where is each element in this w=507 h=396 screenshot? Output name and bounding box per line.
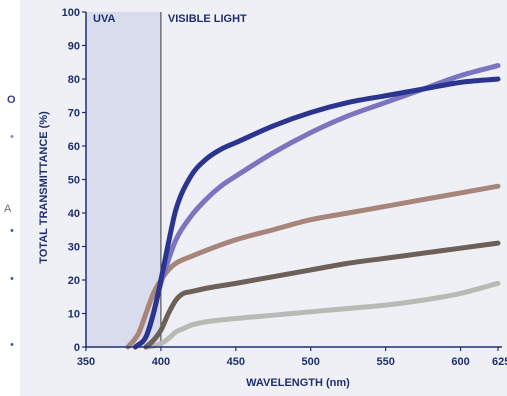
transmittance-curves — [125, 63, 501, 350]
edge-legend-fragment: A — [4, 203, 12, 215]
y-tick-label: 50 — [68, 175, 80, 187]
edge-legend-fragment: • — [10, 131, 14, 143]
y-tick-label: 20 — [68, 275, 80, 287]
x-tick-label: 450 — [227, 356, 245, 368]
uva-band — [86, 12, 161, 347]
y-tick-label: 100 — [62, 7, 80, 19]
y-tick-label: 80 — [68, 74, 80, 86]
y-tick-label: 40 — [68, 208, 80, 220]
y-axis-title: TOTAL TRANSMITTANCE (%) — [38, 111, 50, 264]
y-tick-label: 0 — [74, 342, 80, 354]
edge-legend-fragment: • — [10, 273, 14, 285]
x-axis-title: WAVELENGTH (nm) — [246, 377, 350, 389]
series-3-line — [125, 183, 501, 350]
x-tick-label: 600 — [451, 356, 469, 368]
y-tick-label: 10 — [68, 309, 80, 321]
y-tick-label: 30 — [68, 242, 80, 254]
y-tick-label: 60 — [68, 141, 80, 153]
edge-legend-fragment: • — [10, 225, 14, 237]
y-tick-label: 70 — [68, 108, 80, 120]
series-5-line — [146, 280, 501, 350]
spectral-regions: UVA VISIBLE LIGHT — [86, 12, 247, 347]
series-4-line — [143, 240, 501, 350]
edge-legend-fragment: • — [10, 339, 14, 351]
x-tick-label: 500 — [302, 356, 320, 368]
x-tick-label: 350 — [77, 356, 95, 368]
series-1-line — [132, 76, 501, 350]
uva-label: UVA — [93, 13, 115, 25]
x-tick-label: 400 — [152, 356, 170, 368]
x-tick-label: 625 — [492, 356, 507, 368]
axes: 0 10 20 30 40 50 60 70 80 90 100 350 400 450 500 550 600… — [62, 7, 507, 368]
edge-legend-fragment: O — [7, 94, 16, 106]
left-edge-legend-fragments: O • A • • • — [4, 94, 16, 351]
y-tick-label: 90 — [68, 41, 80, 53]
visible-light-label: VISIBLE LIGHT — [168, 13, 247, 25]
x-tick-label: 550 — [376, 356, 394, 368]
